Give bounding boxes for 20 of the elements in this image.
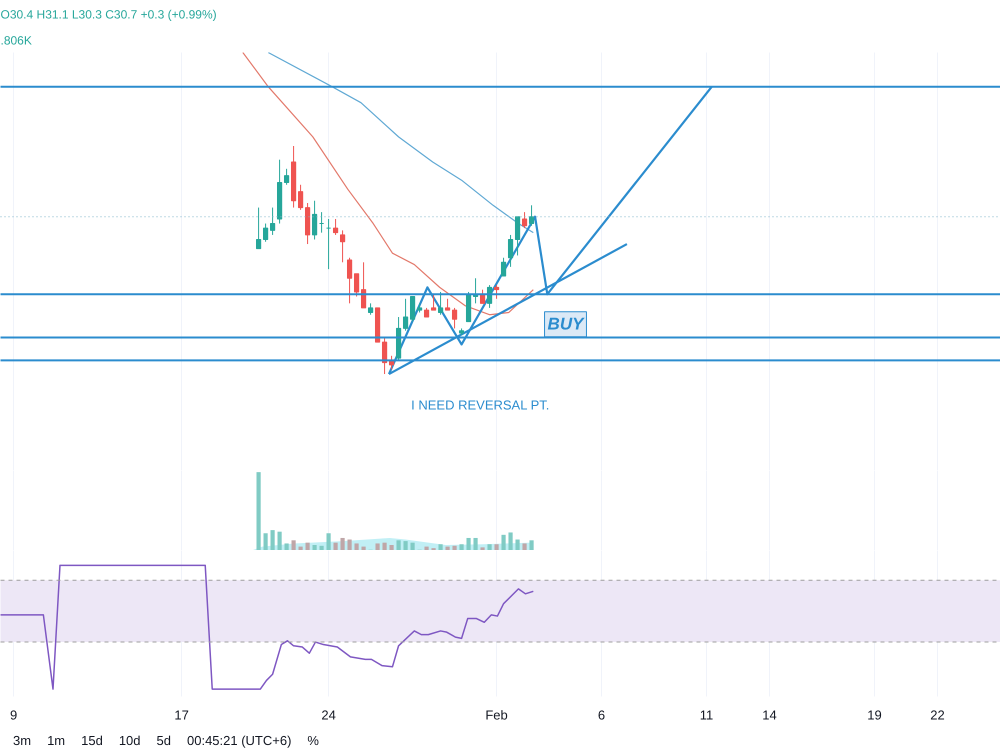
text: O30.4 H31.1 L30.3 C30.7 +0.3 (+0.99%)	[0, 8, 217, 22]
annotation: BUY	[548, 314, 586, 334]
text: 10d	[118, 733, 141, 748]
x-tick-label: Feb	[485, 708, 508, 722]
text: 00:45:21 (UTC+6)	[187, 733, 292, 748]
x-tick-label: 19	[867, 708, 882, 722]
x-tick-label: 9	[10, 708, 18, 722]
text: .806K	[0, 34, 32, 48]
text: 3m	[13, 733, 32, 748]
x-tick-label: 17	[174, 708, 189, 722]
x-tick-label: 14	[762, 708, 777, 722]
x-tick-label: 22	[930, 708, 945, 722]
x-tick-label: 24	[321, 708, 336, 722]
text: 5d	[156, 733, 171, 748]
x-tick-label: 11	[700, 708, 714, 722]
text: %	[307, 733, 319, 748]
x-tick-label: 6	[598, 708, 606, 722]
text: 1m	[47, 733, 66, 748]
text: 15d	[81, 733, 103, 748]
text: I NEED REVERSAL PT.	[411, 397, 550, 412]
